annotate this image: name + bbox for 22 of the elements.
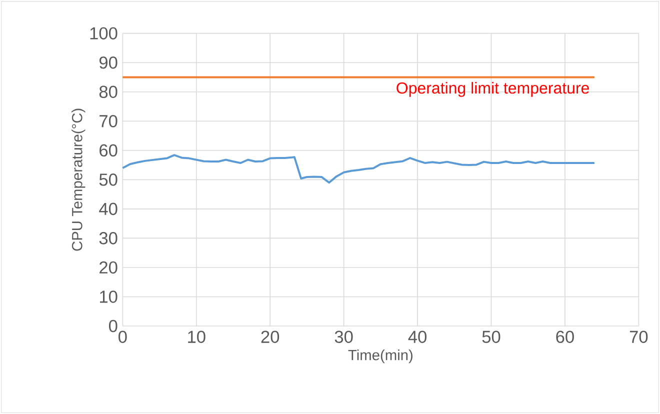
x-axis-title: Time(min) — [348, 349, 412, 364]
x-tick-label: 0 — [118, 330, 127, 343]
x-tick-label: 70 — [630, 330, 648, 343]
y-tick-label: 40 — [99, 202, 118, 216]
y-tick-label: 0 — [108, 320, 118, 332]
x-tick-label: 10 — [188, 330, 206, 343]
y-tick-label: 50 — [99, 174, 118, 186]
x-tick-label: 60 — [556, 330, 574, 343]
y-tick-label: 100 — [90, 27, 118, 40]
y-tick-label: 90 — [99, 56, 118, 69]
y-tick-label: 70 — [100, 114, 118, 128]
x-tick-label: 50 — [482, 330, 500, 343]
y-tick-label: 30 — [99, 232, 118, 244]
y-tick-label: 80 — [99, 86, 118, 98]
x-tick-label: 40 — [408, 330, 426, 343]
ref-line-label: Operating limit temperature — [396, 82, 589, 97]
y-tick-label: 10 — [100, 290, 118, 303]
y-tick-label: 20 — [100, 261, 118, 274]
x-tick-label: 20 — [261, 330, 280, 343]
y-axis-title: CPU Temperature(°C) — [72, 108, 86, 251]
y-tick-label: 60 — [100, 144, 118, 157]
x-tick-label: 30 — [334, 330, 353, 343]
